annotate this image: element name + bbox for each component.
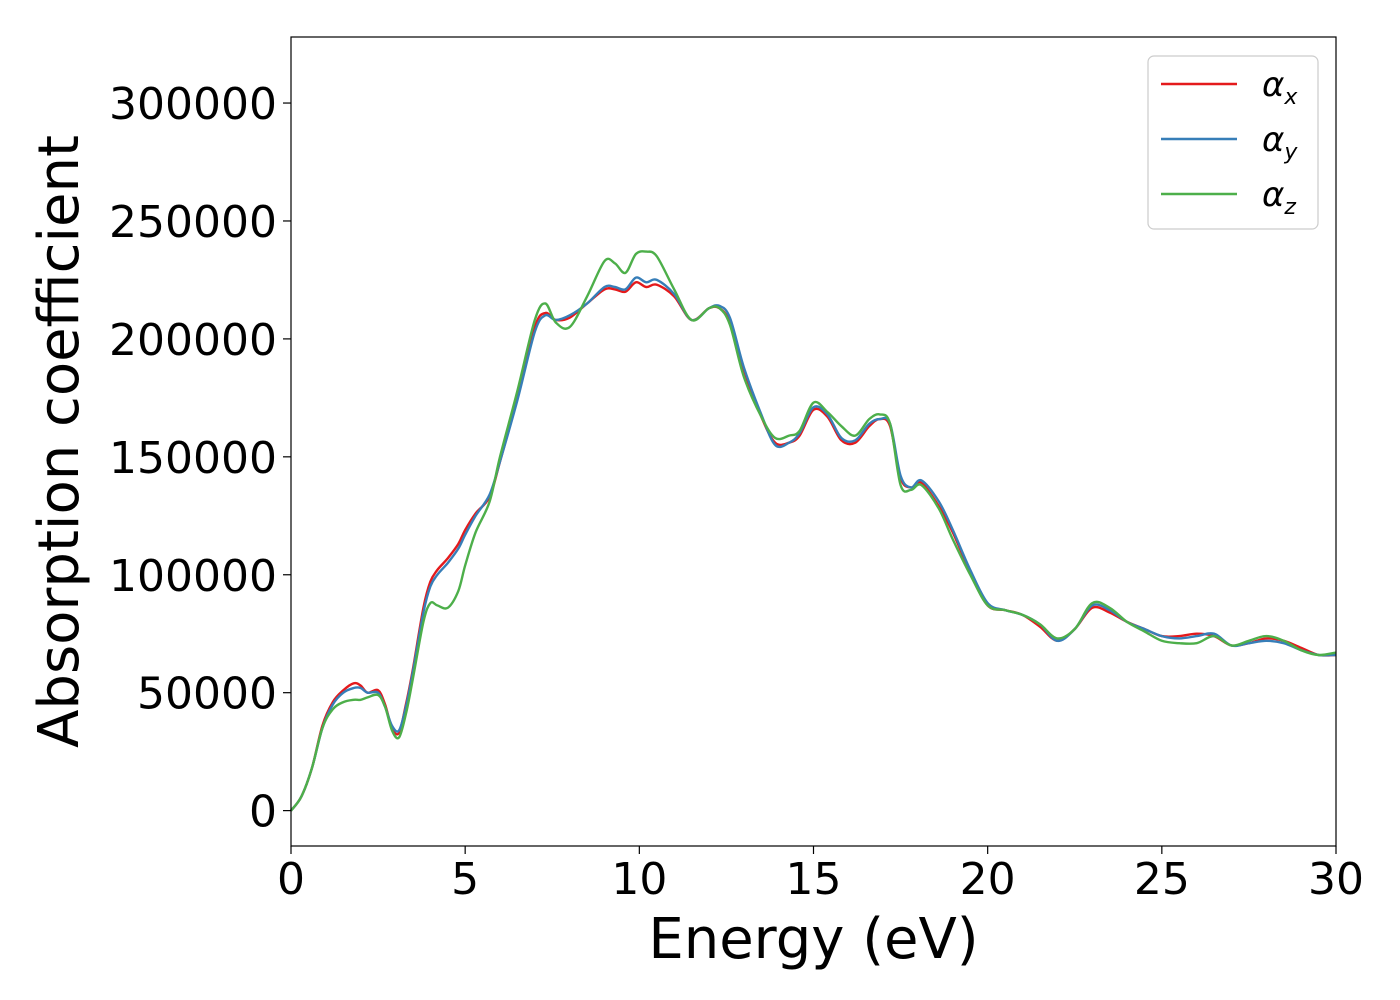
y-tick-label: 200000 (109, 315, 277, 366)
series-layer (290, 250, 1337, 812)
x-tick-label: 5 (451, 854, 479, 905)
x-tick-label: 30 (1308, 854, 1364, 905)
x-tick-label: 25 (1134, 854, 1190, 905)
series-line-z (290, 250, 1337, 812)
legend-label-main: α (1262, 175, 1284, 215)
x-tick-label: 10 (611, 854, 667, 905)
x-axis-title: Energy (eV) (648, 907, 978, 972)
x-tick-label: 0 (277, 854, 305, 905)
legend-label-x: αx (1262, 65, 1298, 110)
series-line-x (290, 281, 1337, 812)
legend-label-sub: x (1283, 85, 1298, 110)
legend-box (1147, 55, 1319, 230)
legend-label-main: α (1262, 65, 1284, 105)
x-tick-label: 15 (786, 854, 842, 905)
legend-label-sub: z (1283, 195, 1296, 220)
legend-label-main: α (1262, 120, 1284, 160)
y-axis-title: Absorption coefficient (27, 135, 92, 748)
y-tick-label: 100000 (109, 551, 277, 602)
legend-label-sub: y (1283, 140, 1298, 165)
series-line-y (290, 276, 1337, 812)
y-tick-label: 0 (249, 787, 277, 838)
y-axis-ticks: 0 50000 100000 150000 200000 250000 300000 (109, 79, 291, 838)
legend-label-y: αy (1262, 120, 1298, 165)
y-tick-label: 150000 (109, 433, 277, 484)
x-tick-label: 20 (960, 854, 1016, 905)
y-tick-label: 300000 (109, 79, 277, 130)
x-axis-ticks: 0 5 10 15 20 25 30 (277, 846, 1364, 905)
y-tick-label: 50000 (137, 669, 277, 720)
y-tick-label: 250000 (109, 197, 277, 248)
legend-label-z: αz (1262, 175, 1296, 220)
